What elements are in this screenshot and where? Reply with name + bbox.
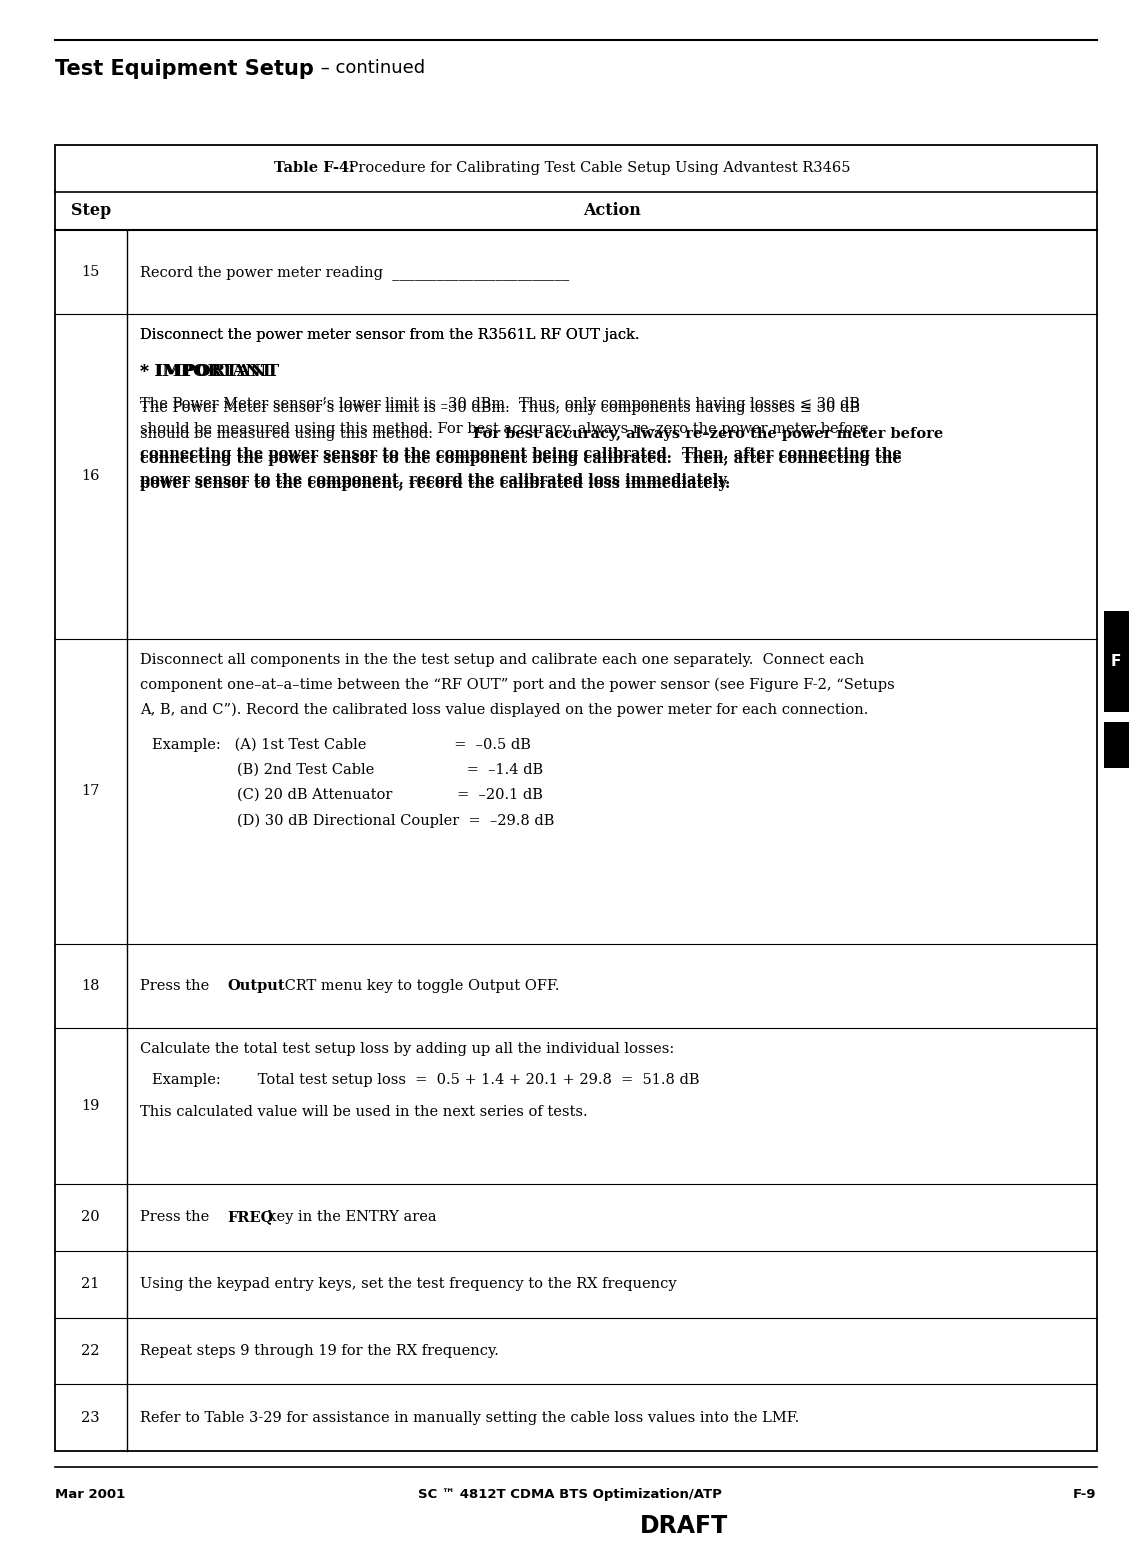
Text: For best accuracy, always re–zero the power meter before: For best accuracy, always re–zero the po… xyxy=(473,427,943,441)
Text: Repeat steps 9 through 19 for the RX frequency.: Repeat steps 9 through 19 for the RX fre… xyxy=(140,1344,499,1358)
Text: 22: 22 xyxy=(81,1344,100,1358)
Text: Step: Step xyxy=(71,202,111,220)
Bar xyxy=(55,145,1097,1451)
Text: Press the: Press the xyxy=(140,979,214,993)
Text: (C) 20 dB Attenuator              =  –20.1 dB: (C) 20 dB Attenuator = –20.1 dB xyxy=(237,788,543,802)
Text: 18: 18 xyxy=(81,979,100,993)
Text: connecting the power sensor to the component being calibrated.  Then, after conn: connecting the power sensor to the compo… xyxy=(140,447,902,461)
Text: 19: 19 xyxy=(81,1099,100,1113)
Text: SC ™ 4812T CDMA BTS Optimization/ATP: SC ™ 4812T CDMA BTS Optimization/ATP xyxy=(418,1488,722,1501)
Text: Refer to Table 3-29 for assistance in manually setting the cable loss values int: Refer to Table 3-29 for assistance in ma… xyxy=(140,1411,799,1425)
Text: should be measured using this method. For best accuracy, always re–zero the powe: should be measured using this method. Fo… xyxy=(140,422,869,436)
Text: (D) 30 dB Directional Coupler  =  –29.8 dB: (D) 30 dB Directional Coupler = –29.8 dB xyxy=(237,813,554,828)
Text: * IMPORTANT: * IMPORTANT xyxy=(140,363,274,380)
Text: (B) 2nd Test Cable                    =  –1.4 dB: (B) 2nd Test Cable = –1.4 dB xyxy=(237,763,544,777)
Bar xyxy=(1104,612,1129,713)
Text: Example:   (A) 1st Test Cable                   =  –0.5 dB: Example: (A) 1st Test Cable = –0.5 dB xyxy=(152,738,530,752)
Text: CRT menu key to toggle Output OFF.: CRT menu key to toggle Output OFF. xyxy=(280,979,560,993)
Text: Disconnect all components in the the test setup and calibrate each one separatel: Disconnect all components in the the tes… xyxy=(140,652,864,666)
Text: connecting the power sensor to the component being calibrated.  Then, after conn: connecting the power sensor to the compo… xyxy=(140,452,902,466)
Text: Action: Action xyxy=(583,202,641,220)
Text: Example:        Total test setup loss  =  0.5 + 1.4 + 20.1 + 29.8  =  51.8 dB: Example: Total test setup loss = 0.5 + 1… xyxy=(152,1073,699,1087)
Text: Calculate the total test setup loss by adding up all the individual losses:: Calculate the total test setup loss by a… xyxy=(140,1042,675,1056)
Text: power sensor to the component, record the calibrated loss immediately.: power sensor to the component, record th… xyxy=(140,476,731,490)
Text: Output: Output xyxy=(228,979,285,993)
Text: Disconnect the power meter sensor from the R3561L RF OUT jack.: Disconnect the power meter sensor from t… xyxy=(140,329,640,343)
Text: – continued: – continued xyxy=(315,59,425,78)
Text: 16: 16 xyxy=(81,470,100,484)
Text: F: F xyxy=(1110,654,1122,670)
Text: Press the: Press the xyxy=(140,1210,214,1224)
Text: DRAFT: DRAFT xyxy=(640,1513,728,1538)
Text: FREQ: FREQ xyxy=(228,1210,274,1224)
Text: F-9: F-9 xyxy=(1073,1488,1097,1501)
Text: should be measured using this method.: should be measured using this method. xyxy=(140,427,438,441)
Text: 17: 17 xyxy=(81,785,100,799)
Text: 23: 23 xyxy=(81,1411,100,1425)
Text: component one–at–a–time between the “RF OUT” port and the power sensor (see Figu: component one–at–a–time between the “RF … xyxy=(140,677,895,693)
Text: 20: 20 xyxy=(81,1210,100,1224)
Text: A, B, and C”). Record the calibrated loss value displayed on the power meter for: A, B, and C”). Record the calibrated los… xyxy=(140,704,869,718)
Text: key in the ENTRY area: key in the ENTRY area xyxy=(262,1210,437,1224)
Text: This calculated value will be used in the next series of tests.: This calculated value will be used in th… xyxy=(140,1104,588,1118)
Text: Test Equipment Setup: Test Equipment Setup xyxy=(55,59,314,79)
Text: Using the keypad entry keys, set the test frequency to the RX frequency: Using the keypad entry keys, set the tes… xyxy=(140,1277,677,1291)
Text: Procedure for Calibrating Test Cable Setup Using Advantest R3465: Procedure for Calibrating Test Cable Set… xyxy=(344,162,850,174)
Text: Table F-4:: Table F-4: xyxy=(274,162,355,174)
Text: Disconnect the power meter sensor from the R3561L RF OUT jack.: Disconnect the power meter sensor from t… xyxy=(140,329,640,343)
Text: Record the power meter reading  ________________________: Record the power meter reading _________… xyxy=(140,265,570,280)
Text: 15: 15 xyxy=(81,265,100,279)
Text: 21: 21 xyxy=(81,1277,100,1291)
Text: The Power Meter sensor’s lower limit is –30 dBm.  Thus, only components having l: The Power Meter sensor’s lower limit is … xyxy=(140,397,861,411)
Text: power sensor to the component, record the calibrated loss immediately.: power sensor to the component, record th… xyxy=(140,473,731,487)
Text: The Power Meter sensor’s lower limit is –30 dBm.  Thus, only components having l: The Power Meter sensor’s lower limit is … xyxy=(140,402,861,416)
Text: * IMPORTANT: * IMPORTANT xyxy=(140,363,279,380)
Bar xyxy=(1104,722,1129,768)
Text: Mar 2001: Mar 2001 xyxy=(55,1488,125,1501)
